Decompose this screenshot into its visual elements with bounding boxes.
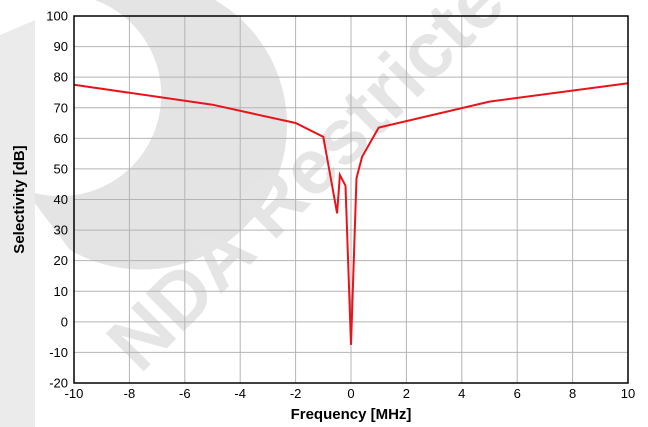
y-tick-label: 30 — [54, 223, 68, 238]
y-axis-title: Selectivity [dB] — [11, 145, 28, 253]
x-tick-label: 8 — [569, 386, 576, 401]
x-tick-label: -4 — [234, 386, 246, 401]
y-tick-label: 90 — [54, 39, 68, 54]
x-tick-label: -2 — [290, 386, 302, 401]
x-tick-label: 4 — [458, 386, 465, 401]
x-axis-ticks: -10 -8 -6 -4 -2 0 2 4 6 8 10 — [65, 386, 636, 401]
y-tick-label: 0 — [61, 314, 68, 329]
y-tick-label: 80 — [54, 70, 68, 85]
y-tick-label: 70 — [54, 100, 68, 115]
y-tick-label: 10 — [54, 284, 68, 299]
x-tick-label: -6 — [179, 386, 191, 401]
x-tick-label: 10 — [621, 386, 635, 401]
y-tick-label: 20 — [54, 253, 68, 268]
y-tick-label: 60 — [54, 131, 68, 146]
y-tick-label: -10 — [49, 345, 68, 360]
y-tick-label: 40 — [54, 192, 68, 207]
x-tick-label: -8 — [124, 386, 136, 401]
y-tick-label: 100 — [46, 9, 68, 24]
x-tick-label: 2 — [403, 386, 410, 401]
x-tick-label: 0 — [347, 386, 354, 401]
y-tick-label: 50 — [54, 161, 68, 176]
watermark: NDA Restricted — [0, 0, 555, 427]
x-axis-title: Frequency [MHz] — [291, 406, 412, 423]
x-tick-label: 6 — [514, 386, 521, 401]
y-tick-label: -20 — [49, 376, 68, 391]
